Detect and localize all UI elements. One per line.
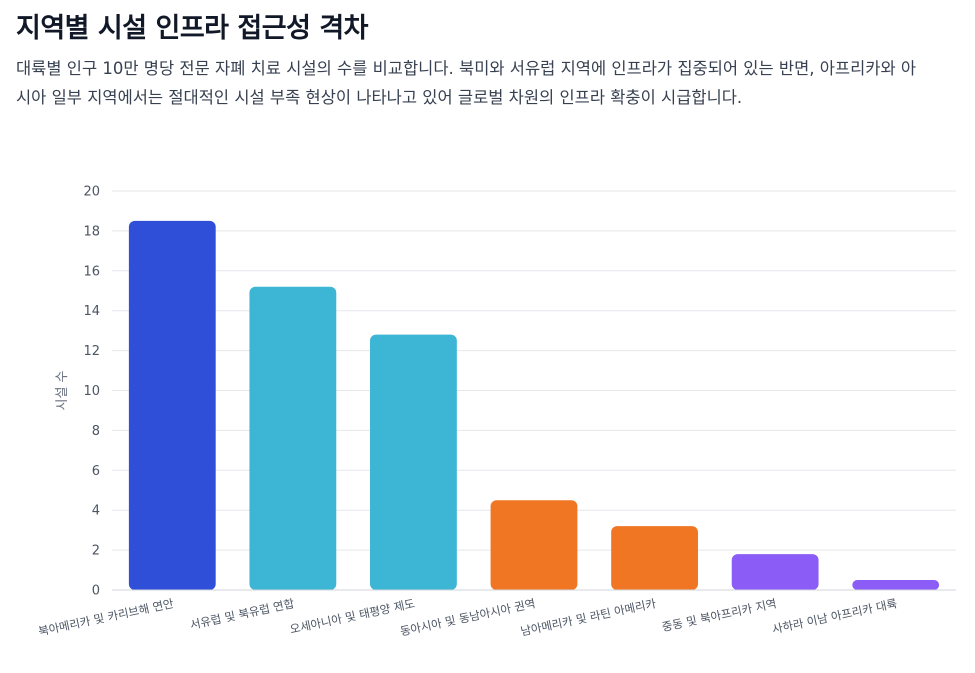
- y-tick-label: 10: [83, 384, 100, 399]
- x-tick-label: 서유럽 및 북유럽 연합: [189, 596, 296, 632]
- x-tick-label: 중동 및 북아프리카 지역: [661, 596, 778, 634]
- bar: [490, 500, 578, 590]
- page-title: 지역별 시설 인프라 접근성 격차: [16, 13, 369, 44]
- y-tick-label: 12: [83, 344, 100, 359]
- bar: [611, 526, 698, 590]
- x-tick-label: 오세아니아 및 태평양 제도: [289, 596, 416, 636]
- y-tick-label: 20: [83, 185, 100, 200]
- page-description: 대륙별 인구 10만 명당 전문 자폐 치료 시설의 수를 비교합니다. 북미와…: [16, 59, 917, 107]
- bar: [249, 286, 337, 590]
- y-axis-ticks: 0 2 4 6 8 10 12 14 16 18 20: [83, 185, 100, 599]
- y-tick-label: 6: [92, 464, 100, 479]
- y-tick-label: 4: [92, 504, 100, 519]
- y-tick-label: 0: [92, 584, 100, 599]
- y-axis-label: 시설 수: [55, 370, 70, 410]
- y-tick-label: 8: [92, 424, 100, 439]
- chart-gridlines: [112, 190, 956, 551]
- y-tick-label: 2: [92, 544, 100, 559]
- x-tick-label: 사하라 이남 아프리카 대륙: [771, 596, 898, 636]
- x-tick-label: 동아시아 및 동남아시아 권역: [399, 596, 537, 638]
- y-tick-label: 18: [83, 224, 100, 239]
- y-tick-label: 16: [83, 264, 100, 279]
- bar: [852, 580, 940, 590]
- bar: [128, 220, 216, 591]
- y-tick-label: 14: [83, 304, 100, 319]
- x-tick-label: 남아메리카 및 라틴 아메리카: [519, 596, 657, 638]
- bar: [370, 334, 457, 590]
- bar: [731, 554, 819, 590]
- x-tick-label: 북아메리카 및 카리브해 연안: [37, 596, 175, 638]
- chart-bars: [128, 220, 940, 591]
